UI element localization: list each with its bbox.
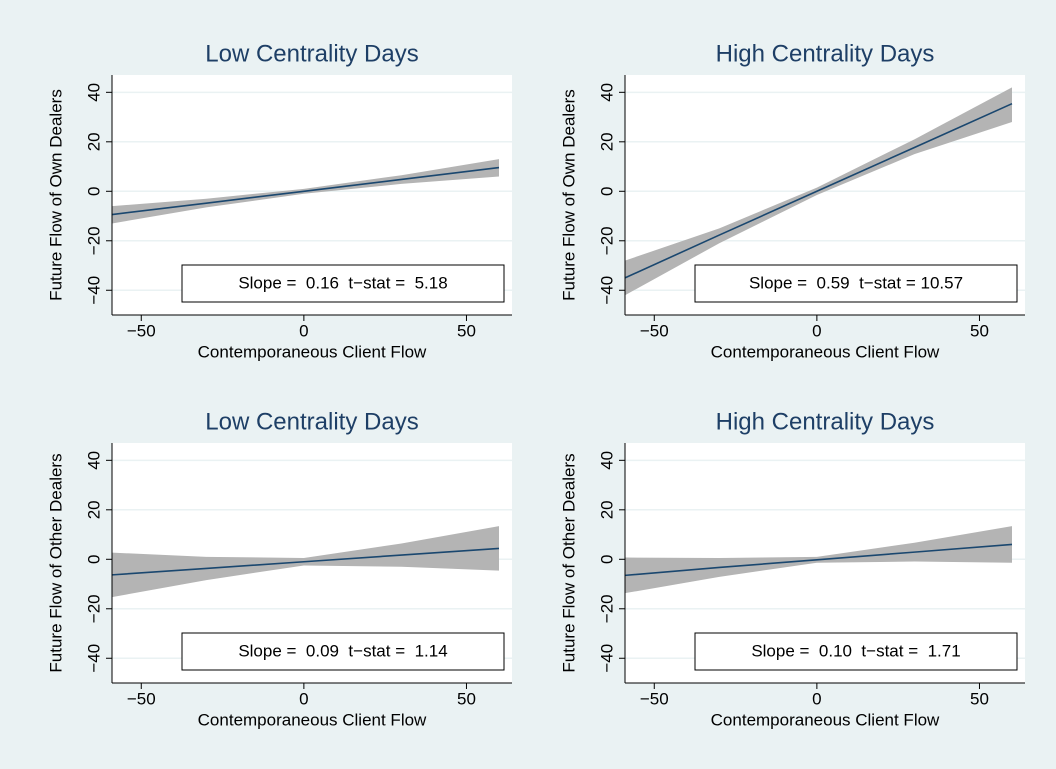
x-tick-label: −50 (127, 689, 156, 708)
x-axis-label: Contemporaneous Client Flow (711, 342, 940, 361)
y-tick-label: −20 (597, 594, 616, 623)
y-tick-label: −40 (597, 276, 616, 305)
y-tick-label: −20 (597, 226, 616, 255)
x-axis-label: Contemporaneous Client Flow (198, 710, 427, 729)
x-tick-label: 50 (970, 321, 989, 340)
y-axis-label: Future Flow of Other Dealers (46, 453, 65, 672)
annotation: Slope = 0.16 t−stat = 5.18 (238, 273, 447, 292)
y-tick-label: 0 (597, 187, 616, 196)
panel-title: Low Centrality Days (205, 40, 418, 67)
panel: High Centrality Days Contemporaneous Clie… (559, 40, 1025, 361)
y-tick-label: 40 (84, 451, 103, 470)
panel-title: High Centrality Days (716, 408, 935, 435)
y-tick-label: −40 (597, 644, 616, 673)
annotation-box (181, 264, 505, 303)
x-axis-label: Contemporaneous Client Flow (711, 710, 940, 729)
y-tick-label: 20 (84, 132, 103, 151)
y-axis-label: Future Flow of Other Dealers (559, 453, 578, 672)
fit-line (624, 543, 1013, 577)
fit-line (111, 166, 500, 216)
y-tick-label: 0 (597, 555, 616, 564)
x-tick-label: 0 (812, 689, 821, 708)
x-tick-label: 0 (299, 321, 308, 340)
x-tick-label: 0 (299, 689, 308, 708)
x-tick-label: 50 (457, 321, 476, 340)
y-tick-label: 40 (84, 83, 103, 102)
fit-line (111, 547, 500, 576)
panel-title: High Centrality Days (716, 40, 935, 67)
annotation-box (694, 264, 1018, 303)
y-tick-label: 20 (597, 132, 616, 151)
annotation-box (181, 632, 505, 671)
y-tick-label: −40 (84, 276, 103, 305)
annotation-box (694, 632, 1018, 671)
annotation: Slope = 0.59 t−stat = 10.57 (749, 273, 963, 292)
panel-title: Low Centrality Days (205, 408, 418, 435)
panel: High Centrality Days Contemporaneous Clie… (559, 408, 1025, 729)
x-tick-label: −50 (640, 321, 669, 340)
y-tick-label: −20 (84, 226, 103, 255)
fit-line (624, 102, 1013, 279)
y-tick-label: −40 (84, 644, 103, 673)
y-axis-label: Future Flow of Own Dealers (559, 89, 578, 301)
x-axis-label: Contemporaneous Client Flow (198, 342, 427, 361)
panel: Low Centrality Days Contemporaneous Clien… (46, 40, 512, 361)
y-tick-label: 0 (84, 187, 103, 196)
y-axis-label: Future Flow of Own Dealers (46, 89, 65, 301)
y-tick-label: 20 (597, 500, 616, 519)
y-tick-label: 40 (597, 83, 616, 102)
y-tick-label: 0 (84, 555, 103, 564)
x-tick-label: −50 (640, 689, 669, 708)
x-tick-label: 50 (457, 689, 476, 708)
x-tick-label: 0 (812, 321, 821, 340)
annotation: Slope = 0.09 t−stat = 1.14 (238, 641, 447, 660)
annotation: Slope = 0.10 t−stat = 1.71 (751, 641, 960, 660)
y-tick-label: 20 (84, 500, 103, 519)
y-tick-label: 40 (597, 451, 616, 470)
y-tick-label: −20 (84, 594, 103, 623)
x-tick-label: 50 (970, 689, 989, 708)
panel: Low Centrality Days Contemporaneous Clien… (46, 408, 512, 729)
x-tick-label: −50 (127, 321, 156, 340)
